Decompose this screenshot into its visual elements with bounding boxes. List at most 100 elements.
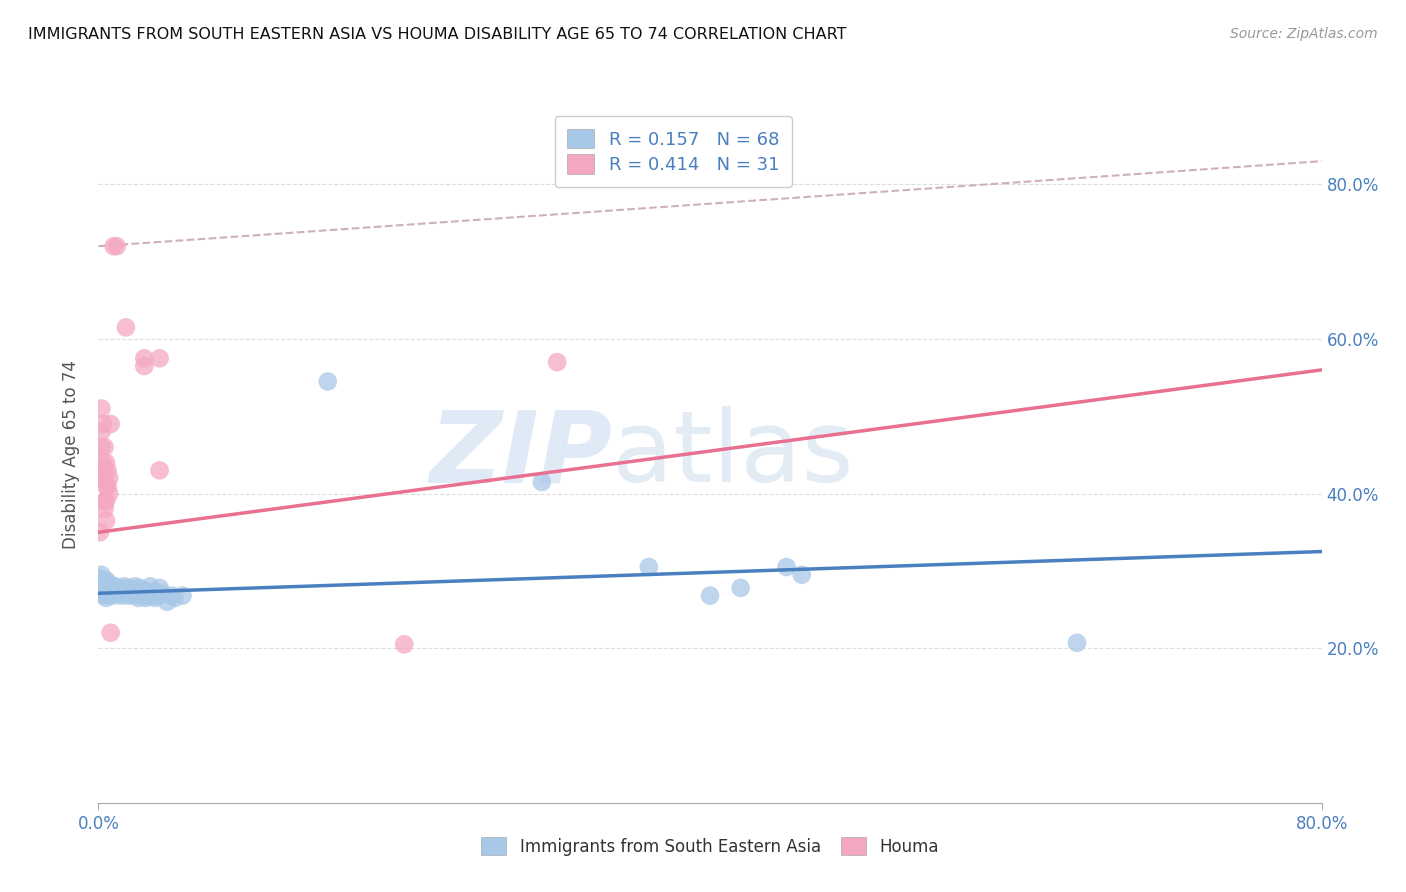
Point — [90, 567, 112, 582]
Point — [105, 239, 128, 253]
Point — [111, 583, 134, 598]
Point — [90, 440, 112, 454]
Point — [97, 479, 120, 493]
Point — [100, 583, 122, 598]
Text: Source: ZipAtlas.com: Source: ZipAtlas.com — [1230, 27, 1378, 41]
Point — [91, 471, 114, 485]
Point — [89, 575, 111, 590]
Point — [91, 587, 114, 601]
Point — [98, 583, 121, 598]
Point — [98, 471, 121, 485]
Point — [94, 479, 117, 493]
Point — [94, 585, 117, 599]
Point — [790, 567, 813, 582]
Point — [100, 625, 122, 640]
Point — [172, 589, 194, 603]
Point — [98, 486, 121, 500]
Point — [93, 463, 115, 477]
Point — [637, 560, 661, 574]
Point — [90, 583, 112, 598]
Point — [134, 583, 156, 598]
Point — [129, 587, 152, 601]
Point — [97, 581, 120, 595]
Point — [94, 494, 117, 508]
Text: IMMIGRANTS FROM SOUTH EASTERN ASIA VS HOUMA DISABILITY AGE 65 TO 74 CORRELATION : IMMIGRANTS FROM SOUTH EASTERN ASIA VS HO… — [28, 27, 846, 42]
Point — [392, 637, 416, 651]
Point — [93, 494, 115, 508]
Point — [105, 584, 128, 599]
Point — [91, 417, 114, 431]
Text: atlas: atlas — [612, 407, 853, 503]
Point — [94, 579, 117, 593]
Point — [100, 578, 122, 592]
Point — [103, 239, 125, 253]
Point — [101, 587, 124, 601]
Point — [93, 578, 115, 592]
Point — [91, 456, 114, 470]
Point — [89, 525, 111, 540]
Point — [97, 575, 120, 590]
Point — [94, 573, 117, 587]
Point — [122, 589, 145, 603]
Point — [160, 589, 183, 603]
Point — [138, 589, 160, 603]
Point — [89, 572, 111, 586]
Point — [139, 579, 162, 593]
Point — [97, 463, 120, 477]
Point — [103, 582, 125, 597]
Legend: Immigrants from South Eastern Asia, Houma: Immigrants from South Eastern Asia, Houm… — [472, 829, 948, 864]
Point — [108, 585, 131, 599]
Point — [141, 585, 163, 599]
Point — [163, 591, 186, 605]
Point — [143, 591, 166, 605]
Point — [775, 560, 797, 574]
Point — [94, 591, 117, 605]
Point — [93, 583, 115, 598]
Point — [149, 463, 172, 477]
Point — [128, 581, 150, 595]
Text: ZIP: ZIP — [429, 407, 612, 503]
Point — [101, 580, 124, 594]
Point — [115, 585, 138, 599]
Point — [120, 587, 142, 601]
Point — [316, 375, 339, 389]
Point — [546, 355, 568, 369]
Point — [98, 589, 121, 603]
Point — [90, 401, 112, 416]
Point — [132, 589, 155, 603]
Point — [152, 587, 174, 601]
Point — [89, 471, 111, 485]
Point — [135, 591, 157, 605]
Point — [94, 514, 117, 528]
Point — [115, 320, 138, 334]
Point — [530, 475, 553, 489]
Y-axis label: Disability Age 65 to 74: Disability Age 65 to 74 — [62, 360, 80, 549]
Point — [91, 581, 114, 595]
Point — [156, 595, 179, 609]
Point — [93, 440, 115, 454]
Point — [121, 583, 143, 598]
Point — [118, 581, 141, 595]
Point — [93, 502, 115, 516]
Point — [90, 425, 112, 439]
Point — [127, 591, 149, 605]
Point — [730, 581, 752, 595]
Point — [100, 417, 122, 431]
Point — [149, 581, 172, 595]
Point — [142, 589, 165, 603]
Point — [134, 359, 156, 373]
Point — [149, 351, 172, 366]
Point — [125, 585, 148, 599]
Point — [107, 581, 129, 595]
Point — [136, 585, 159, 599]
Point — [124, 579, 146, 593]
Point — [1066, 636, 1088, 650]
Point — [117, 589, 139, 603]
Point — [94, 456, 117, 470]
Point — [104, 579, 127, 593]
Point — [699, 589, 721, 603]
Point — [91, 575, 114, 590]
Point — [134, 351, 156, 366]
Point — [90, 579, 112, 593]
Point — [112, 579, 135, 593]
